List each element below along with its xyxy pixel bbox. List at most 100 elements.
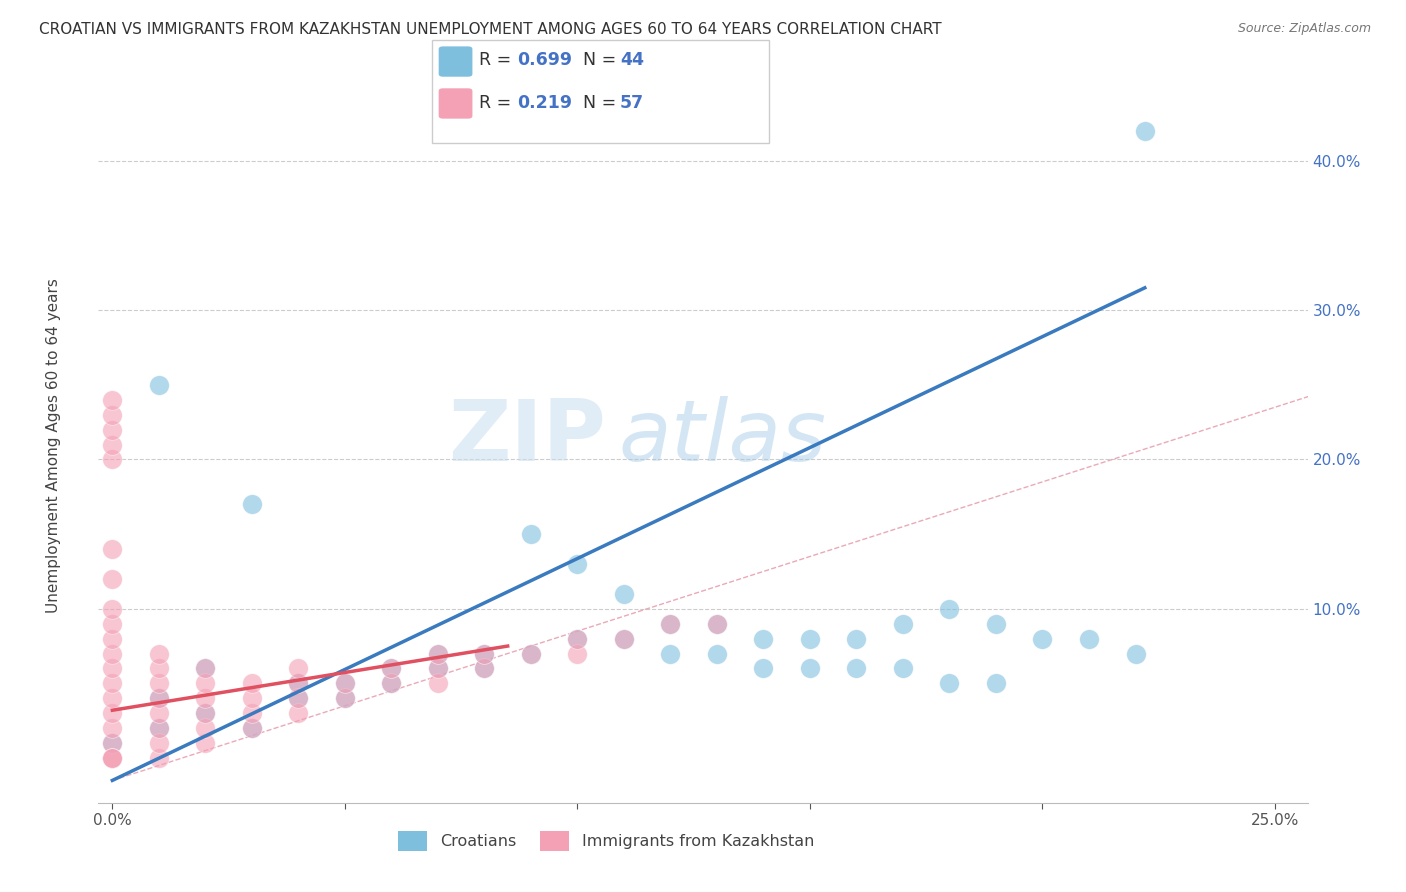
Point: [101, 572, 124, 586]
Point: [426, 661, 449, 675]
Point: [984, 616, 1007, 631]
Point: [380, 661, 402, 675]
Point: [752, 632, 775, 646]
Point: [567, 647, 589, 661]
Point: [799, 632, 821, 646]
Point: [194, 706, 217, 721]
Point: [101, 706, 124, 721]
Point: [845, 661, 868, 675]
Point: [659, 616, 682, 631]
Text: 44: 44: [620, 51, 644, 69]
Point: [194, 736, 217, 750]
Point: [567, 557, 589, 571]
Point: [240, 691, 263, 706]
Point: [194, 661, 217, 675]
Point: [194, 691, 217, 706]
Point: [287, 691, 309, 706]
Point: [380, 661, 402, 675]
Point: [101, 736, 124, 750]
Point: [845, 632, 868, 646]
Point: [706, 647, 728, 661]
Text: CROATIAN VS IMMIGRANTS FROM KAZAKHSTAN UNEMPLOYMENT AMONG AGES 60 TO 64 YEARS CO: CROATIAN VS IMMIGRANTS FROM KAZAKHSTAN U…: [39, 22, 942, 37]
Text: N =: N =: [583, 94, 623, 112]
Point: [148, 647, 170, 661]
Point: [659, 647, 682, 661]
Point: [426, 647, 449, 661]
Point: [148, 736, 170, 750]
Point: [101, 691, 124, 706]
Point: [567, 632, 589, 646]
Point: [1031, 632, 1053, 646]
Point: [613, 632, 636, 646]
Point: [1125, 647, 1147, 661]
Text: atlas: atlas: [619, 395, 827, 479]
Point: [101, 676, 124, 690]
Point: [426, 661, 449, 675]
Point: [287, 691, 309, 706]
Point: [101, 751, 124, 765]
Point: [101, 751, 124, 765]
Point: [148, 377, 170, 392]
Point: [1078, 632, 1101, 646]
Point: [891, 616, 914, 631]
Point: [240, 721, 263, 735]
Point: [984, 676, 1007, 690]
Text: Source: ZipAtlas.com: Source: ZipAtlas.com: [1237, 22, 1371, 36]
Point: [891, 661, 914, 675]
Point: [148, 751, 170, 765]
Point: [148, 691, 170, 706]
Point: [240, 706, 263, 721]
Legend: Croatians, Immigrants from Kazakhstan: Croatians, Immigrants from Kazakhstan: [392, 825, 821, 857]
Text: ZIP: ZIP: [449, 395, 606, 479]
Point: [148, 661, 170, 675]
Point: [380, 676, 402, 690]
Point: [752, 661, 775, 675]
Point: [426, 647, 449, 661]
Point: [474, 661, 496, 675]
Point: [426, 676, 449, 690]
Point: [287, 676, 309, 690]
Point: [287, 676, 309, 690]
Point: [240, 721, 263, 735]
Point: [194, 676, 217, 690]
Point: [613, 632, 636, 646]
Point: [1133, 124, 1156, 138]
Point: [101, 601, 124, 615]
Point: [101, 647, 124, 661]
Point: [101, 423, 124, 437]
Point: [101, 721, 124, 735]
Point: [333, 676, 356, 690]
Point: [613, 587, 636, 601]
Point: [101, 542, 124, 557]
Point: [706, 616, 728, 631]
Point: [474, 647, 496, 661]
Point: [101, 661, 124, 675]
Text: R =: R =: [479, 94, 517, 112]
Point: [101, 632, 124, 646]
Point: [101, 616, 124, 631]
Text: 57: 57: [620, 94, 644, 112]
Point: [287, 661, 309, 675]
Point: [938, 676, 960, 690]
Point: [287, 706, 309, 721]
Point: [659, 616, 682, 631]
Point: [194, 706, 217, 721]
Point: [101, 437, 124, 451]
Point: [101, 452, 124, 467]
Point: [938, 601, 960, 615]
Point: [333, 676, 356, 690]
Text: 0.699: 0.699: [517, 51, 572, 69]
Point: [101, 751, 124, 765]
Point: [520, 647, 543, 661]
Point: [567, 632, 589, 646]
Point: [474, 647, 496, 661]
Point: [148, 706, 170, 721]
Point: [101, 408, 124, 422]
Point: [520, 527, 543, 541]
Point: [706, 616, 728, 631]
Point: [380, 676, 402, 690]
Point: [101, 736, 124, 750]
Point: [148, 721, 170, 735]
Point: [148, 676, 170, 690]
Text: 0.219: 0.219: [517, 94, 572, 112]
